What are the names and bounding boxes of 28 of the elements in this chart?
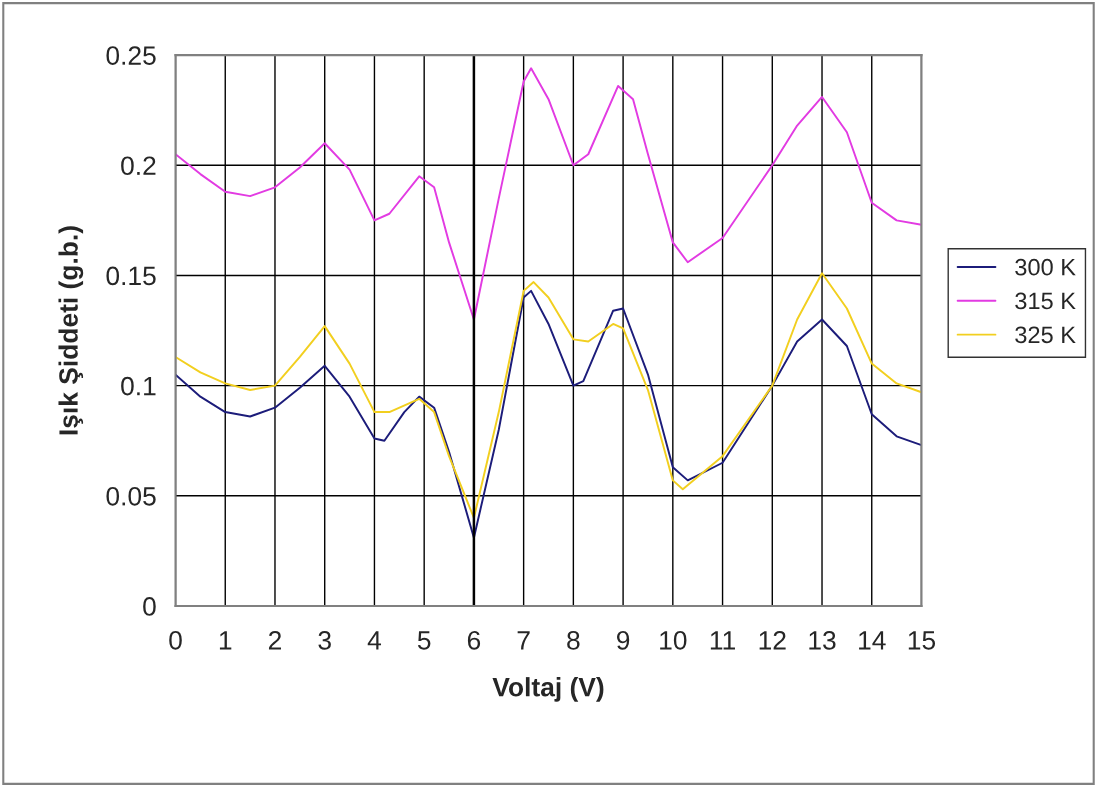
x-tick-label: 8 [567,630,580,650]
y-axis-title: Işık Şiddeti (g.b.) [58,226,84,435]
x-tick-label: 13 [809,630,836,650]
x-tick-label: 12 [759,630,786,650]
x-tick-label: 7 [517,631,530,650]
y-tick-label: 0 [143,597,156,616]
x-tick-label: 5 [417,631,431,650]
x-tick-label: 9 [617,630,630,650]
x-tick-label: 4 [367,631,382,650]
x-axis-title: Voltaj (V) [492,677,604,702]
legend-label: 325 K [1015,326,1076,344]
x-tick-label: 3 [318,630,331,650]
line-series [175,67,922,321]
x-tick-label: 6 [467,630,481,650]
x-tick-label: 0 [169,630,182,650]
y-tick-label: 0.15 [106,266,156,286]
x-tick-label: 10 [660,630,687,650]
x-tick-label: 11 [710,631,735,650]
y-tick-label: 0.05 [106,486,156,506]
x-tick-label: 1 [219,631,232,650]
x-tick-label: 14 [859,631,886,650]
x-tick-label: 15 [908,631,936,650]
y-tick-label: 0.1 [121,376,156,396]
x-tick-label: 2 [268,630,281,650]
legend-label: 315 K [1015,292,1076,310]
y-tick-label: 0.2 [121,156,156,176]
legend-label: 300 K [1015,258,1076,276]
y-tick-label: 0.25 [106,46,156,65]
